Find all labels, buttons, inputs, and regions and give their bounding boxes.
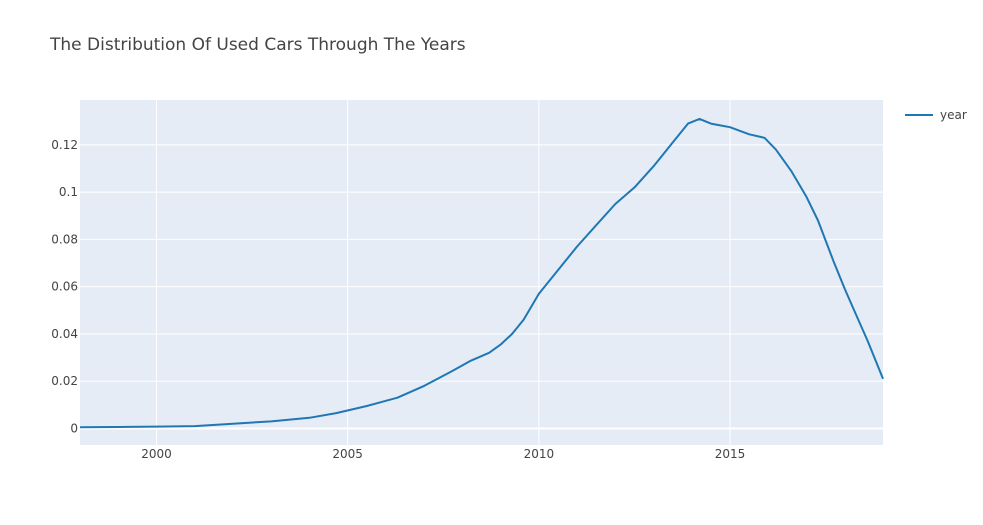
- series-layer: [79, 117, 884, 429]
- y-tick-label: 0.08: [51, 232, 78, 246]
- x-tick-label: 2005: [332, 447, 363, 461]
- x-tick-label: 2010: [524, 447, 555, 461]
- x-tick-label: 2000: [141, 447, 172, 461]
- y-gridlines: [80, 144, 883, 430]
- y-tick-labels: 0 0.02 0.04 0.06 0.08 0.1 0.12: [51, 138, 78, 436]
- y-tick-label: 0.1: [59, 185, 78, 199]
- x-gridlines: [155, 100, 731, 445]
- series-line-year[interactable]: [79, 117, 884, 429]
- y-tick-label: 0.12: [51, 138, 78, 152]
- x-tick-labels: 2000 2005 2010 2015: [141, 447, 745, 461]
- y-tick-label: 0.02: [51, 374, 78, 388]
- chart-title: The Distribution Of Used Cars Through Th…: [49, 35, 466, 55]
- y-tick-label: 0.04: [51, 327, 78, 341]
- x-tick-label: 2015: [715, 447, 746, 461]
- y-tick-label: 0: [70, 421, 78, 435]
- legend-label: year: [940, 108, 967, 122]
- legend[interactable]: year: [905, 108, 967, 122]
- y-tick-label: 0.06: [51, 280, 78, 294]
- plot-area: [80, 100, 883, 445]
